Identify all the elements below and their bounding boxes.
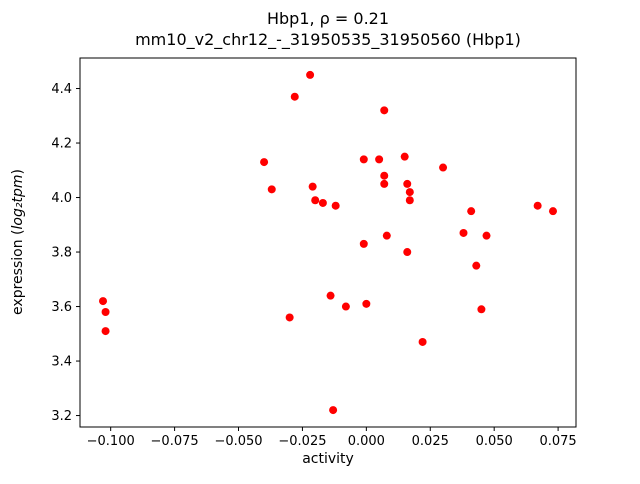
axes-spines <box>79 57 577 428</box>
data-point <box>318 198 327 207</box>
data-point <box>306 70 315 79</box>
tick-marks: −0.100 −0.075 −0.050 −0.025 0.000 0.025 0.050 0… <box>51 82 576 449</box>
y-tick-label: 3.2 <box>51 409 72 424</box>
data-point <box>359 155 368 164</box>
data-point <box>382 231 391 240</box>
data-point <box>548 207 557 216</box>
x-tick-label: −0.050 <box>214 434 262 449</box>
data-points <box>99 70 557 415</box>
data-point <box>405 188 414 197</box>
data-point <box>311 196 320 205</box>
data-point <box>533 201 542 210</box>
data-point <box>403 248 412 257</box>
data-point <box>359 239 368 248</box>
y-axis-label-suffix: ) <box>10 169 26 174</box>
y-tick-label: 4.2 <box>51 137 72 152</box>
y-tick-label: 4.4 <box>51 82 72 97</box>
y-tick-label: 3.6 <box>51 300 72 315</box>
x-axis-label: activity <box>302 451 354 467</box>
data-point <box>260 158 269 167</box>
data-point <box>403 179 412 188</box>
x-tick-label: 0.075 <box>539 434 576 449</box>
data-point <box>459 228 468 237</box>
y-tick-label: 3.4 <box>51 355 72 370</box>
data-point <box>329 406 338 415</box>
data-point <box>341 302 350 311</box>
data-point <box>101 327 110 336</box>
x-tick-label: −0.100 <box>87 434 135 449</box>
x-tick-label: −0.075 <box>151 434 199 449</box>
data-point <box>285 313 294 322</box>
data-point <box>290 92 299 101</box>
axes <box>79 57 577 428</box>
data-point <box>375 155 384 164</box>
x-tick-label: 0.050 <box>476 434 513 449</box>
data-point <box>326 291 335 300</box>
data-point <box>267 185 276 194</box>
chart-title-line2: mm10_v2_chr12_-_31950535_31950560 (Hbp1) <box>135 30 521 50</box>
data-point <box>467 207 476 216</box>
data-point <box>380 106 389 115</box>
data-point <box>380 171 389 180</box>
y-axis-label-prefix: expression ( <box>10 230 26 315</box>
y-axis-label: expression (log₂tpm) <box>10 169 26 315</box>
data-point <box>308 182 317 191</box>
x-tick-label: 0.025 <box>412 434 449 449</box>
data-point <box>418 337 427 346</box>
data-point <box>101 307 110 316</box>
chart-title-line1: Hbp1, ρ = 0.21 <box>267 9 389 28</box>
data-point <box>405 196 414 205</box>
data-point <box>482 231 491 240</box>
data-point <box>477 305 486 314</box>
data-point <box>400 152 409 161</box>
data-point <box>439 163 448 172</box>
y-tick-label: 4.0 <box>51 191 72 206</box>
y-axis-label-math: log₂tpm <box>10 175 26 230</box>
data-point <box>331 201 340 210</box>
data-point <box>362 299 371 308</box>
data-point <box>99 297 108 306</box>
data-point <box>380 179 389 188</box>
x-tick-label: 0.000 <box>348 434 385 449</box>
data-point <box>472 261 481 270</box>
y-tick-label: 3.8 <box>51 246 72 261</box>
x-tick-label: −0.025 <box>278 434 326 449</box>
